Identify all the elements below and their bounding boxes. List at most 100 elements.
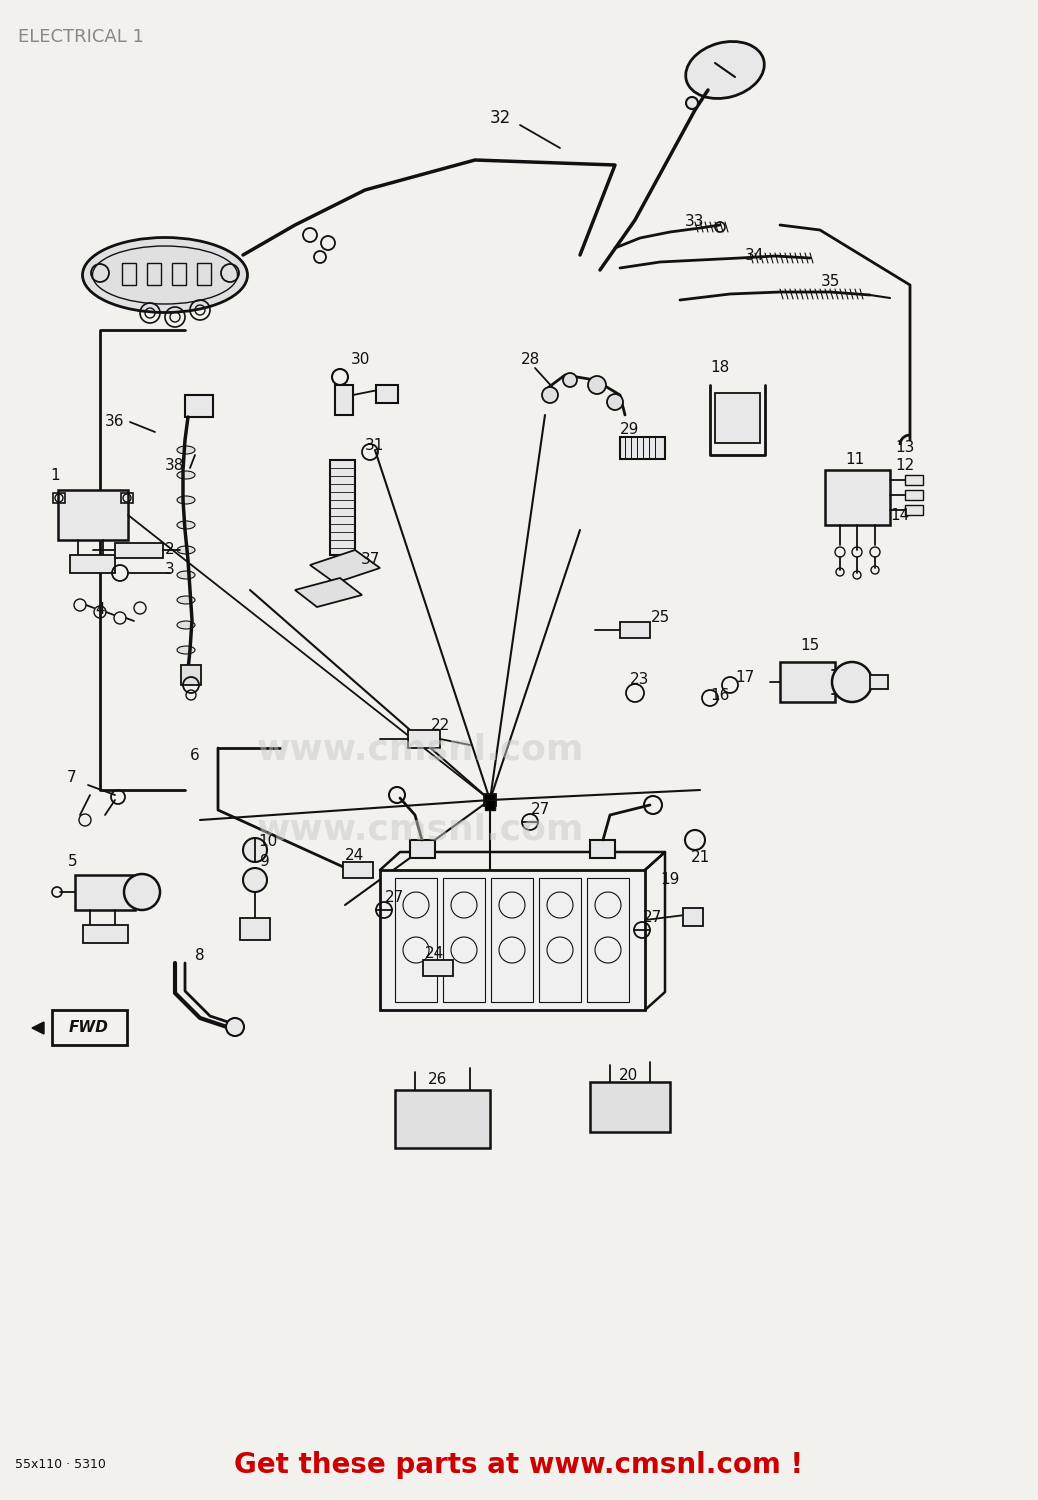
Bar [181,664,201,686]
Ellipse shape [177,621,195,628]
Text: 7: 7 [67,771,77,786]
Text: 23: 23 [630,672,650,687]
Text: 29: 29 [621,423,639,438]
Text: 21: 21 [690,850,710,865]
Text: www.cmsnl.com: www.cmsnl.com [256,734,583,766]
Text: 14: 14 [891,507,909,522]
Text: 3: 3 [165,562,174,578]
Circle shape [588,376,606,394]
Bar [147,262,161,285]
Ellipse shape [177,546,195,554]
Text: ELECTRICAL 1: ELECTRICAL 1 [18,28,144,46]
Bar [75,874,135,910]
Text: 28: 28 [520,352,540,368]
Bar [343,862,373,877]
Bar [395,1090,490,1148]
Text: 55x110 · 5310: 55x110 · 5310 [15,1458,106,1472]
Text: 35: 35 [820,274,840,290]
Ellipse shape [177,572,195,579]
Bar [870,675,887,688]
Bar [240,918,270,940]
Text: 16: 16 [710,687,730,702]
Text: 9: 9 [261,855,270,870]
Ellipse shape [686,42,764,99]
Circle shape [832,662,872,702]
Ellipse shape [177,471,195,478]
Text: 4: 4 [95,603,105,618]
Bar [330,460,355,555]
Bar [905,476,923,484]
Bar [58,490,128,540]
Bar [484,794,496,806]
Text: 24: 24 [426,945,444,960]
Text: 20: 20 [619,1068,637,1083]
Text: 18: 18 [710,360,730,375]
Bar [52,1010,127,1046]
Text: 31: 31 [365,438,385,453]
Text: 12: 12 [896,458,914,472]
Bar [185,394,213,417]
Bar [122,262,136,285]
Text: 27: 27 [643,910,661,926]
Bar [380,870,645,1010]
Ellipse shape [177,596,195,604]
Circle shape [226,1019,244,1036]
Bar [172,262,186,285]
Text: 30: 30 [350,352,370,368]
Bar [376,386,398,404]
Text: 13: 13 [896,441,914,456]
Text: 8: 8 [195,948,204,963]
Text: www.cmsnl.com: www.cmsnl.com [256,813,583,847]
Circle shape [563,374,577,387]
Bar [683,908,703,926]
Bar [443,878,485,1002]
Polygon shape [310,550,380,584]
Text: 38: 38 [165,458,185,472]
Circle shape [542,387,558,404]
Text: 25: 25 [651,610,670,626]
Ellipse shape [177,520,195,530]
Text: 2: 2 [165,543,174,558]
Bar [335,386,353,416]
Bar [70,555,115,573]
Text: 19: 19 [660,873,680,888]
Text: 32: 32 [489,110,511,128]
Text: 11: 11 [845,453,865,468]
Bar [780,662,835,702]
Polygon shape [32,1022,44,1034]
Bar [620,622,650,638]
Circle shape [686,98,698,109]
Circle shape [124,874,160,910]
Bar [53,494,65,502]
Bar [905,506,923,515]
Bar [395,878,437,1002]
Ellipse shape [177,646,195,654]
Bar [825,470,890,525]
Ellipse shape [82,237,247,312]
Text: 27: 27 [385,891,405,906]
Text: 1: 1 [50,468,60,483]
Bar [620,436,665,459]
Bar [197,262,211,285]
Text: 10: 10 [258,834,277,849]
Text: Get these parts at www.cmsnl.com !: Get these parts at www.cmsnl.com ! [235,1450,803,1479]
Text: 15: 15 [800,638,820,652]
Text: 36: 36 [105,414,125,429]
Bar [115,543,163,558]
Text: 33: 33 [685,214,705,230]
Circle shape [243,868,267,892]
Text: 26: 26 [429,1072,447,1088]
Bar [83,926,128,944]
Bar [588,878,629,1002]
Bar [715,393,760,442]
Ellipse shape [177,446,195,454]
Text: 22: 22 [431,717,449,732]
Bar [590,1082,670,1132]
Bar [408,730,440,748]
Polygon shape [295,578,362,608]
Text: FWD: FWD [70,1020,109,1035]
Bar [121,494,133,502]
Circle shape [243,839,267,862]
Circle shape [607,394,623,410]
Bar [590,840,614,858]
